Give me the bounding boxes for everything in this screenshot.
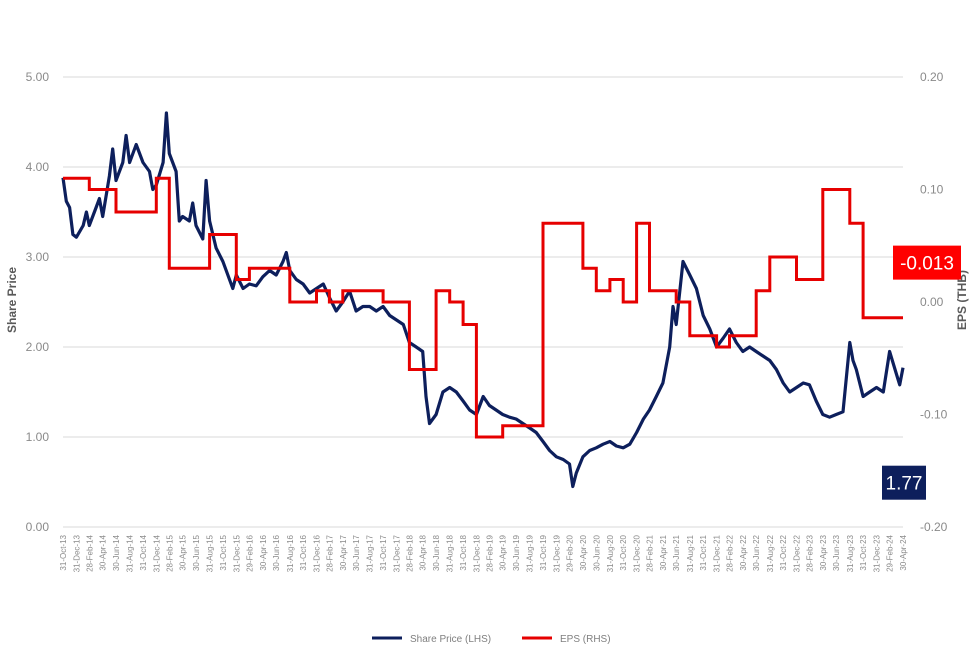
callouts: -0.013 1.77	[882, 245, 961, 500]
x-tick-label: 31-Oct-22	[779, 534, 788, 570]
x-tick-label: 31-Aug-22	[766, 534, 775, 572]
x-tick-label: 31-Aug-14	[126, 534, 135, 572]
x-tick-label: 31-Aug-23	[846, 534, 855, 572]
x-tick-label: 30-Jun-18	[432, 534, 441, 571]
left-tick-label: 3.00	[26, 250, 50, 264]
x-tick-label: 28-Feb-22	[725, 534, 734, 571]
x-tick-label: 30-Jun-22	[752, 534, 761, 571]
x-tick-label: 31-Dec-15	[232, 534, 241, 572]
x-tick-label: 29-Feb-24	[886, 534, 895, 571]
x-tick-label: 28-Feb-21	[646, 534, 655, 571]
x-tick-label: 31-Oct-13	[59, 534, 68, 570]
x-tick-label: 31-Dec-23	[872, 534, 881, 572]
x-tick-label: 31-Oct-18	[459, 534, 468, 570]
left-axis-title: Share Price	[5, 267, 19, 333]
price-callout-box	[882, 465, 926, 500]
x-tick-label: 31-Dec-19	[552, 534, 561, 572]
legend: Share Price (LHS) EPS (RHS)	[372, 634, 611, 645]
x-tick-label: 30-Jun-16	[272, 534, 281, 571]
x-tick-label: 30-Jun-21	[672, 534, 681, 571]
x-tick-label: 31-Dec-17	[392, 534, 401, 572]
x-tick-label: 31-Dec-13	[72, 534, 81, 572]
x-tick-label: 31-Dec-20	[633, 534, 642, 572]
x-tick-label: 31-Dec-22	[793, 534, 802, 572]
x-tick-label: 30-Apr-21	[659, 534, 668, 570]
x-tick-label: 30-Apr-19	[499, 534, 508, 570]
x-tick-label: 30-Jun-17	[352, 534, 361, 571]
eps-callout-box	[893, 245, 961, 280]
series-layer	[61, 111, 905, 489]
x-tick-label: 30-Apr-23	[819, 534, 828, 570]
x-tick-label: 30-Apr-24	[899, 534, 908, 570]
x-tick-label: 31-Aug-21	[686, 534, 695, 572]
x-tick-label: 30-Apr-14	[99, 534, 108, 570]
x-tick-label: 31-Dec-14	[152, 534, 161, 572]
right-tick-label: 0.00	[920, 295, 944, 309]
x-tick-label: 29-Feb-20	[566, 534, 575, 571]
x-tick-label: 31-Aug-17	[366, 534, 375, 572]
left-tick-label: 2.00	[26, 340, 50, 354]
x-axis-ticks: 31-Oct-13 31-Dec-13 28-Feb-14 30-Apr-14 30-J…	[59, 534, 908, 572]
price-callout-label: 1.77	[886, 474, 923, 495]
x-tick-label: 30-Apr-15	[179, 534, 188, 570]
left-tick-label: 4.00	[26, 160, 50, 174]
x-tick-label: 31-Oct-23	[859, 534, 868, 570]
x-tick-label: 31-Aug-16	[286, 534, 295, 572]
x-tick-label: 31-Oct-17	[379, 534, 388, 570]
legend-label: Share Price (LHS)	[410, 634, 491, 645]
x-tick-label: 30-Apr-18	[419, 534, 428, 570]
left-tick-label: 0.00	[26, 520, 50, 534]
x-tick-label: 31-Oct-16	[299, 534, 308, 570]
x-tick-label: 31-Oct-15	[219, 534, 228, 570]
x-tick-label: 31-Aug-15	[206, 534, 215, 572]
x-tick-label: 28-Feb-15	[165, 534, 174, 571]
eps-callout-label: -0.013	[900, 254, 954, 275]
x-tick-label: 30-Jun-15	[192, 534, 201, 571]
x-tick-label: 31-Oct-14	[139, 534, 148, 570]
right-tick-label: -0.10	[920, 408, 948, 422]
share-price-series-line	[61, 111, 905, 489]
x-tick-label: 31-Oct-20	[619, 534, 628, 570]
x-tick-label: 28-Feb-23	[805, 534, 814, 571]
x-tick-label: 30-Jun-19	[512, 534, 521, 571]
left-axis-ticks: 0.00 1.00 2.00 3.00 4.00 5.00	[26, 70, 50, 534]
x-tick-label: 30-Apr-22	[739, 534, 748, 570]
x-tick-label: 31-Aug-20	[606, 534, 615, 572]
x-tick-label: 28-Feb-17	[325, 534, 334, 571]
right-tick-label: -0.20	[920, 520, 948, 534]
right-axis-title: EPS (THB)	[955, 270, 969, 330]
x-tick-label: 31-Aug-19	[526, 534, 535, 572]
x-tick-label: 31-Oct-21	[699, 534, 708, 570]
x-tick-label: 30-Apr-20	[579, 534, 588, 570]
x-tick-label: 30-Apr-17	[339, 534, 348, 570]
legend-label: EPS (RHS)	[560, 634, 611, 645]
x-tick-label: 31-Dec-16	[312, 534, 321, 572]
x-tick-label: 31-Dec-21	[713, 534, 722, 572]
x-tick-label: 29-Feb-16	[245, 534, 254, 571]
left-tick-label: 5.00	[26, 70, 50, 84]
x-tick-label: 31-Oct-19	[539, 534, 548, 570]
x-tick-label: 30-Jun-20	[592, 534, 601, 571]
x-tick-label: 28-Feb-18	[405, 534, 414, 571]
left-tick-label: 1.00	[26, 430, 50, 444]
x-tick-label: 30-Jun-14	[112, 534, 121, 571]
x-tick-label: 30-Jun-23	[832, 534, 841, 571]
right-tick-label: 0.10	[920, 183, 944, 197]
gridlines	[63, 76, 903, 528]
x-tick-label: 28-Feb-19	[485, 534, 494, 571]
x-tick-label: 28-Feb-14	[85, 534, 94, 571]
x-tick-label: 31-Dec-18	[472, 534, 481, 572]
x-tick-label: 31-Aug-18	[446, 534, 455, 572]
right-axis-ticks: -0.20 -0.10 0.00 0.10 0.20	[920, 70, 948, 534]
right-tick-label: 0.20	[920, 70, 944, 84]
eps-series-line	[63, 176, 903, 439]
x-tick-label: 30-Apr-16	[259, 534, 268, 570]
